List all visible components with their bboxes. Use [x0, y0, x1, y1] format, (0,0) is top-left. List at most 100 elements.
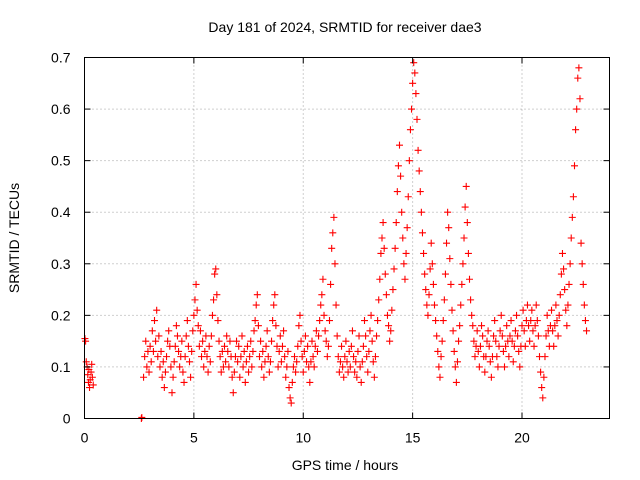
data-point: [493, 353, 501, 361]
data-point: [527, 317, 535, 325]
data-point: [365, 347, 373, 355]
data-point: [288, 378, 296, 386]
data-point: [441, 270, 449, 278]
data-point: [578, 260, 586, 268]
data-point: [155, 332, 163, 340]
data-point: [348, 327, 356, 335]
data-point: [313, 347, 321, 355]
data-point: [557, 270, 565, 278]
data-point: [289, 363, 297, 371]
data-point: [359, 342, 367, 350]
data-point: [157, 347, 165, 355]
data-point: [423, 301, 431, 309]
data-point: [516, 363, 524, 371]
data-point: [143, 363, 151, 371]
data-point: [364, 368, 372, 376]
data-point: [460, 234, 468, 242]
data-point: [169, 373, 177, 381]
data-point: [319, 275, 327, 283]
data-point: [417, 208, 425, 216]
data-point: [300, 347, 308, 355]
data-point: [579, 280, 587, 288]
data-point: [496, 327, 504, 335]
data-point: [508, 337, 516, 345]
data-point: [526, 337, 534, 345]
data-point: [569, 193, 577, 201]
data-point: [450, 347, 458, 355]
data-point: [275, 347, 283, 355]
data-point: [566, 260, 574, 268]
grid-layer: [84, 57, 610, 419]
data-point: [376, 275, 384, 283]
data-point: [406, 126, 414, 134]
points-layer: [81, 59, 591, 422]
data-point: [238, 332, 246, 340]
data-point: [310, 363, 318, 371]
data-point: [390, 265, 398, 273]
data-point: [478, 322, 486, 330]
data-point: [224, 347, 232, 355]
data-point: [335, 368, 343, 376]
x-axis-label: GPS time / hours: [292, 457, 399, 473]
data-point: [200, 363, 208, 371]
data-point: [262, 342, 270, 350]
data-point: [180, 378, 188, 386]
data-point: [152, 337, 160, 345]
data-point: [484, 327, 492, 335]
data-point: [240, 347, 248, 355]
data-point: [562, 306, 570, 314]
data-point: [534, 332, 542, 340]
data-point: [574, 74, 582, 82]
data-point: [408, 105, 416, 113]
data-point: [88, 373, 96, 381]
data-point: [361, 317, 368, 325]
data-point: [575, 64, 583, 72]
data-point: [356, 363, 364, 371]
data-point: [270, 301, 278, 309]
data-point: [299, 368, 307, 376]
data-point: [181, 353, 189, 361]
data-point: [573, 105, 581, 113]
x-tick-label: 0: [81, 430, 89, 446]
data-point: [161, 368, 169, 376]
data-point: [234, 358, 242, 366]
data-point: [424, 311, 432, 319]
data-point: [497, 311, 505, 319]
data-point: [368, 337, 376, 345]
data-point: [245, 368, 253, 376]
data-point: [250, 327, 258, 335]
data-point: [86, 384, 94, 392]
data-point: [260, 373, 268, 381]
data-point: [183, 317, 191, 325]
data-point: [432, 317, 440, 325]
x-tick-label: 15: [405, 430, 421, 446]
data-point: [542, 332, 550, 340]
data-point: [558, 249, 566, 257]
data-point: [173, 332, 181, 340]
data-point: [226, 337, 234, 345]
data-point: [293, 358, 301, 366]
data-point: [556, 291, 564, 299]
data-point: [188, 347, 196, 355]
plot-frame: [84, 57, 610, 419]
data-point: [344, 368, 352, 376]
data-point: [160, 384, 168, 392]
data-point: [400, 260, 408, 268]
data-point: [393, 188, 401, 196]
data-point: [308, 337, 316, 345]
data-point: [229, 389, 237, 397]
data-point: [269, 317, 277, 325]
data-point: [529, 327, 537, 335]
data-point: [474, 347, 482, 355]
data-point: [468, 311, 476, 319]
y-tick-label: 0.5: [51, 153, 71, 169]
data-point: [256, 353, 263, 361]
data-point: [230, 368, 238, 376]
data-point: [523, 301, 531, 309]
data-point: [541, 353, 549, 361]
data-point: [320, 311, 328, 319]
data-point: [550, 342, 558, 350]
data-point: [411, 69, 419, 77]
data-point: [543, 311, 551, 319]
data-point: [521, 342, 529, 350]
